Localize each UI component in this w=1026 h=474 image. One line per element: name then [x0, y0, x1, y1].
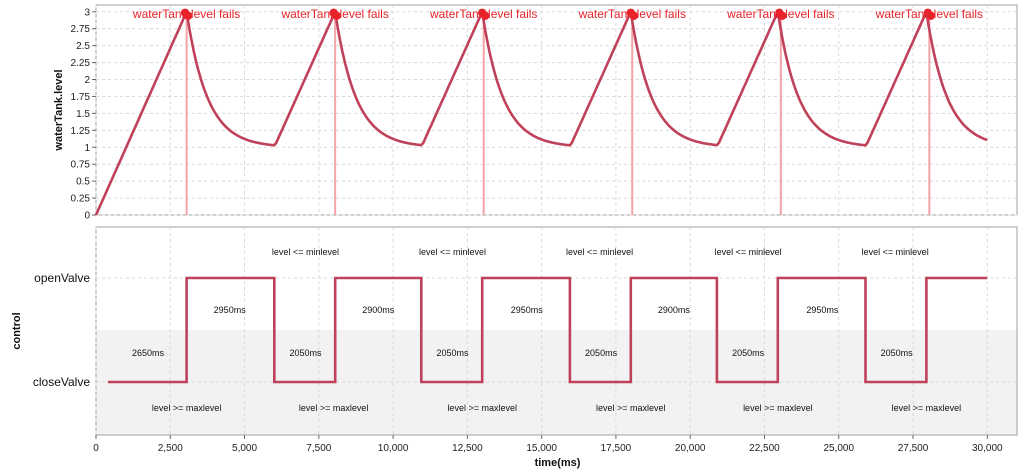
- water-level-series: [94, 10, 988, 216]
- fail-marker-point: [332, 11, 341, 20]
- time-x-tick-label: 22,500: [749, 443, 780, 454]
- control-category-labels: closeValve openValve: [33, 271, 90, 389]
- close-condition-label: level >= maxlevel: [152, 403, 222, 413]
- water-level-y-tick-label: 1.5: [76, 109, 90, 120]
- close-condition-label: level >= maxlevel: [447, 403, 517, 413]
- close-condition-label: level >= maxlevel: [743, 403, 813, 413]
- time-x-tick-label: 25,000: [823, 443, 854, 454]
- water-level-y-tick-label: 2: [84, 75, 90, 86]
- close-condition-label: level >= maxlevel: [892, 403, 962, 413]
- close-duration-label: 2050ms: [289, 348, 322, 358]
- close-condition-label: level >= maxlevel: [299, 403, 369, 413]
- fail-marker-label: waterTank level fails: [280, 7, 388, 21]
- close-duration-label: 2050ms: [585, 348, 618, 358]
- open-duration-label: 2900ms: [362, 305, 395, 315]
- time-x-tick-label: 10,000: [378, 443, 409, 454]
- fail-marker-points: [180, 8, 936, 20]
- water-level-y-ticks: 0 0.25 0.5 0.75 1 1.25 1.5 1.75 2 2.25 2.5 2.75 3: [71, 7, 96, 222]
- time-x-tick-label: 20,000: [675, 443, 706, 454]
- water-level-y-tick-label: 3: [84, 7, 90, 18]
- time-x-ticks: 0 2,500 5,000 7,500 10,000 12,500 15,000 17,500…: [93, 435, 1003, 454]
- water-level-y-tick-label: 1: [84, 143, 90, 154]
- fail-marker-label: waterTank level fails: [726, 7, 834, 21]
- water-level-y-tick-label: 1.75: [71, 92, 91, 103]
- time-x-tick-label: 12,500: [452, 443, 483, 454]
- fail-marker-lines: [185, 11, 931, 215]
- fail-marker-label: waterTank level fails: [429, 7, 537, 21]
- water-level-y-tick-label: 0.75: [71, 160, 91, 171]
- open-duration-label: 2950ms: [214, 305, 247, 315]
- open-duration-label: 2900ms: [658, 305, 691, 315]
- control-annotations: 2950ms 2900ms 2950ms 2900ms 2950ms 2650ms 2050…: [132, 247, 961, 413]
- water-level-plot: 0 0.25 0.5 0.75 1 1.25 1.5 1.75 2 2.25 2.5 2.75 3 wa…: [53, 4, 1018, 222]
- control-category-label: closeValve: [33, 375, 90, 389]
- water-level-y-axis-label: waterTank.level: [53, 69, 65, 151]
- fail-marker-point: [481, 11, 490, 20]
- open-duration-label: 2950ms: [511, 305, 544, 315]
- control-series: [107, 276, 988, 384]
- fail-marker-point: [183, 11, 193, 20]
- water-level-y-tick-label: 2.5: [76, 41, 90, 52]
- close-duration-label: 2650ms: [132, 348, 165, 358]
- control-grid: [95, 227, 1017, 435]
- close-condition-label: level >= maxlevel: [596, 403, 666, 413]
- water-level-grid: [95, 5, 1017, 216]
- control-step-line: [107, 276, 988, 384]
- water-level-y-tick-label: 0: [84, 211, 90, 222]
- fail-marker-point: [629, 11, 638, 20]
- close-duration-label: 2050ms: [732, 348, 765, 358]
- water-level-y-tick-label: 1.25: [71, 126, 91, 137]
- water-level-y-tick-label: 0.25: [71, 194, 91, 205]
- fail-marker-label: waterTank level fails: [578, 7, 686, 21]
- fail-marker-point: [778, 11, 787, 20]
- open-condition-label: level <= minlevel: [715, 247, 782, 257]
- time-x-tick-label: 30,000: [972, 443, 1003, 454]
- close-duration-label: 2050ms: [437, 348, 470, 358]
- fail-marker-labels: waterTank level fails waterTank level fai…: [132, 7, 983, 21]
- time-x-tick-label: 27,500: [898, 443, 929, 454]
- time-x-tick-label: 15,000: [526, 443, 557, 454]
- water-level-y-tick-label: 2.75: [71, 24, 91, 35]
- time-x-tick-label: 17,500: [601, 443, 632, 454]
- open-condition-label: level <= minlevel: [272, 247, 339, 257]
- control-category-label: openValve: [34, 271, 90, 285]
- time-x-tick-label: 0: [93, 443, 99, 454]
- control-y-axis-label: control: [11, 312, 23, 349]
- time-x-axis-label: time(ms): [535, 457, 581, 469]
- water-level-y-tick-label: 2.25: [71, 58, 91, 69]
- water-level-plot-frame: [95, 4, 1018, 216]
- close-valve-band: [96, 330, 1017, 435]
- water-level-line: [94, 10, 988, 216]
- open-condition-label: level <= minlevel: [566, 247, 633, 257]
- fail-marker-label: waterTank level fails: [132, 7, 240, 21]
- close-duration-label: 2050ms: [881, 348, 914, 358]
- fail-marker-point: [926, 11, 936, 20]
- water-level-y-tick-label: 0.5: [76, 177, 90, 188]
- fail-marker-label: waterTank level fails: [875, 7, 983, 21]
- open-condition-label: level <= minlevel: [862, 247, 929, 257]
- open-condition-label: level <= minlevel: [419, 247, 486, 257]
- time-x-tick-label: 5,000: [232, 443, 257, 454]
- open-duration-label: 2950ms: [806, 305, 839, 315]
- time-x-tick-label: 2,500: [158, 443, 183, 454]
- time-x-tick-label: 7,500: [306, 443, 331, 454]
